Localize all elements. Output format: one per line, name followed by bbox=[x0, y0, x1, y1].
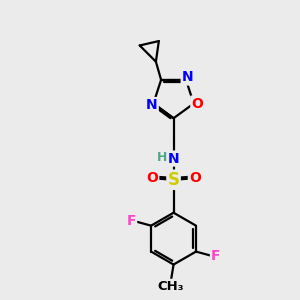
Text: CH₃: CH₃ bbox=[158, 280, 184, 293]
Text: N: N bbox=[168, 152, 179, 166]
Text: F: F bbox=[211, 249, 220, 263]
Text: O: O bbox=[146, 171, 158, 185]
Text: O: O bbox=[189, 171, 201, 185]
Text: N: N bbox=[182, 70, 193, 85]
Text: S: S bbox=[168, 171, 180, 189]
Text: F: F bbox=[127, 214, 136, 228]
Text: O: O bbox=[191, 97, 203, 111]
Text: H: H bbox=[157, 151, 168, 164]
Text: N: N bbox=[146, 98, 158, 112]
